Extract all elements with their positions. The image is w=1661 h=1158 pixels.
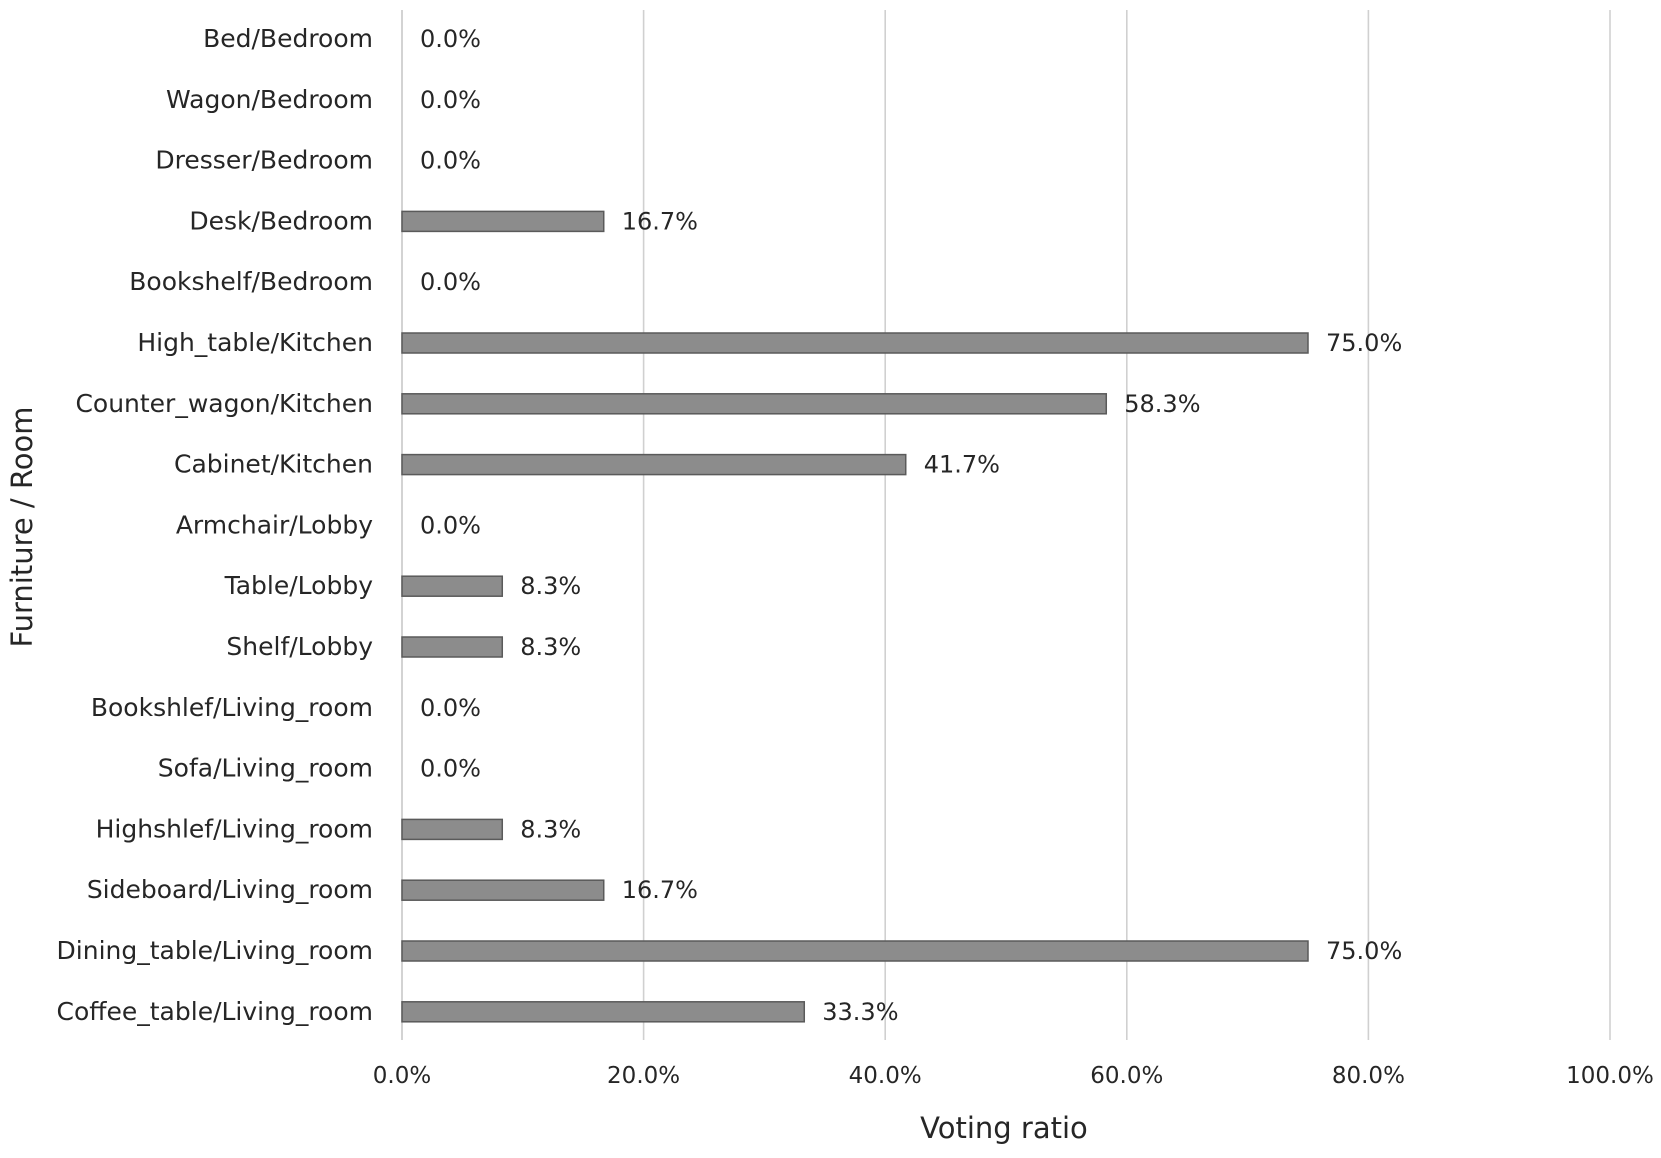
category-label: Coffee_table/Living_room <box>57 997 373 1026</box>
data-label: 0.0% <box>420 86 481 114</box>
bar <box>401 393 1108 415</box>
data-label: 75.0% <box>1326 937 1402 965</box>
x-tick-label: 20.0% <box>607 1063 680 1089</box>
category-label: Table/Lobby <box>224 571 374 600</box>
data-label: 41.7% <box>924 451 1000 479</box>
bar <box>401 1001 806 1023</box>
category-label: Bookshelf/Bedroom <box>129 267 373 296</box>
data-label: 0.0% <box>420 25 481 53</box>
category-label: Desk/Bedroom <box>189 206 373 235</box>
data-label: 33.3% <box>822 998 898 1026</box>
data-label: 75.0% <box>1326 329 1402 357</box>
category-label: Bookshlef/Living_room <box>91 693 373 722</box>
x-tick-label: 100.0% <box>1566 1063 1654 1089</box>
category-label: Armchair/Lobby <box>176 510 373 539</box>
data-label: 0.0% <box>420 755 481 783</box>
data-label: 8.3% <box>520 572 581 600</box>
bar <box>401 940 1309 962</box>
category-label: Bed/Bedroom <box>203 24 373 53</box>
data-label: 8.3% <box>520 815 581 843</box>
data-label: 16.7% <box>622 876 698 904</box>
x-tick-label: 40.0% <box>849 1063 922 1089</box>
category-labels: Bed/Bedroom Wagon/Bedroom Dresser/Bedroom D… <box>57 24 374 1026</box>
gridlines <box>401 10 1611 1040</box>
category-label: Cabinet/Kitchen <box>174 450 373 479</box>
category-label: Dining_table/Living_room <box>57 936 373 965</box>
x-axis-title: Voting ratio <box>920 1111 1088 1145</box>
bar <box>401 332 1309 354</box>
category-label: High_table/Kitchen <box>137 328 373 357</box>
category-label: Sideboard/Living_room <box>87 875 373 904</box>
x-tick-labels: 0.0% 20.0% 40.0% 60.0% 80.0% 100.0% <box>373 1063 1654 1089</box>
bar <box>401 636 504 658</box>
data-label: 0.0% <box>420 511 481 539</box>
data-label: 58.3% <box>1124 390 1200 418</box>
bar <box>401 453 907 476</box>
data-label: 0.0% <box>420 268 481 296</box>
x-tick-label: 0.0% <box>373 1063 431 1089</box>
y-axis-title: Furniture / Room <box>5 407 39 648</box>
data-labels: 0.0% 0.0% 0.0% 16.7% 0.0% 75.0% 58.3% 41.7% 0.0%… <box>420 25 1402 1026</box>
bars <box>401 210 1309 1023</box>
bar <box>401 210 605 233</box>
bar <box>401 879 605 901</box>
bar <box>401 818 504 841</box>
category-label: Highshlef/Living_room <box>96 814 373 843</box>
category-label: Counter_wagon/Kitchen <box>75 389 373 418</box>
category-label: Dresser/Bedroom <box>155 146 373 175</box>
data-label: 0.0% <box>420 694 481 722</box>
data-label: 0.0% <box>420 147 481 175</box>
bar <box>401 575 504 597</box>
x-tick-label: 60.0% <box>1090 1063 1163 1089</box>
category-label: Shelf/Lobby <box>226 632 373 661</box>
category-label: Sofa/Living_room <box>158 754 373 783</box>
data-label: 16.7% <box>622 207 698 235</box>
x-tick-label: 80.0% <box>1332 1063 1405 1089</box>
category-label: Wagon/Bedroom <box>166 85 373 114</box>
data-label: 8.3% <box>520 633 581 661</box>
